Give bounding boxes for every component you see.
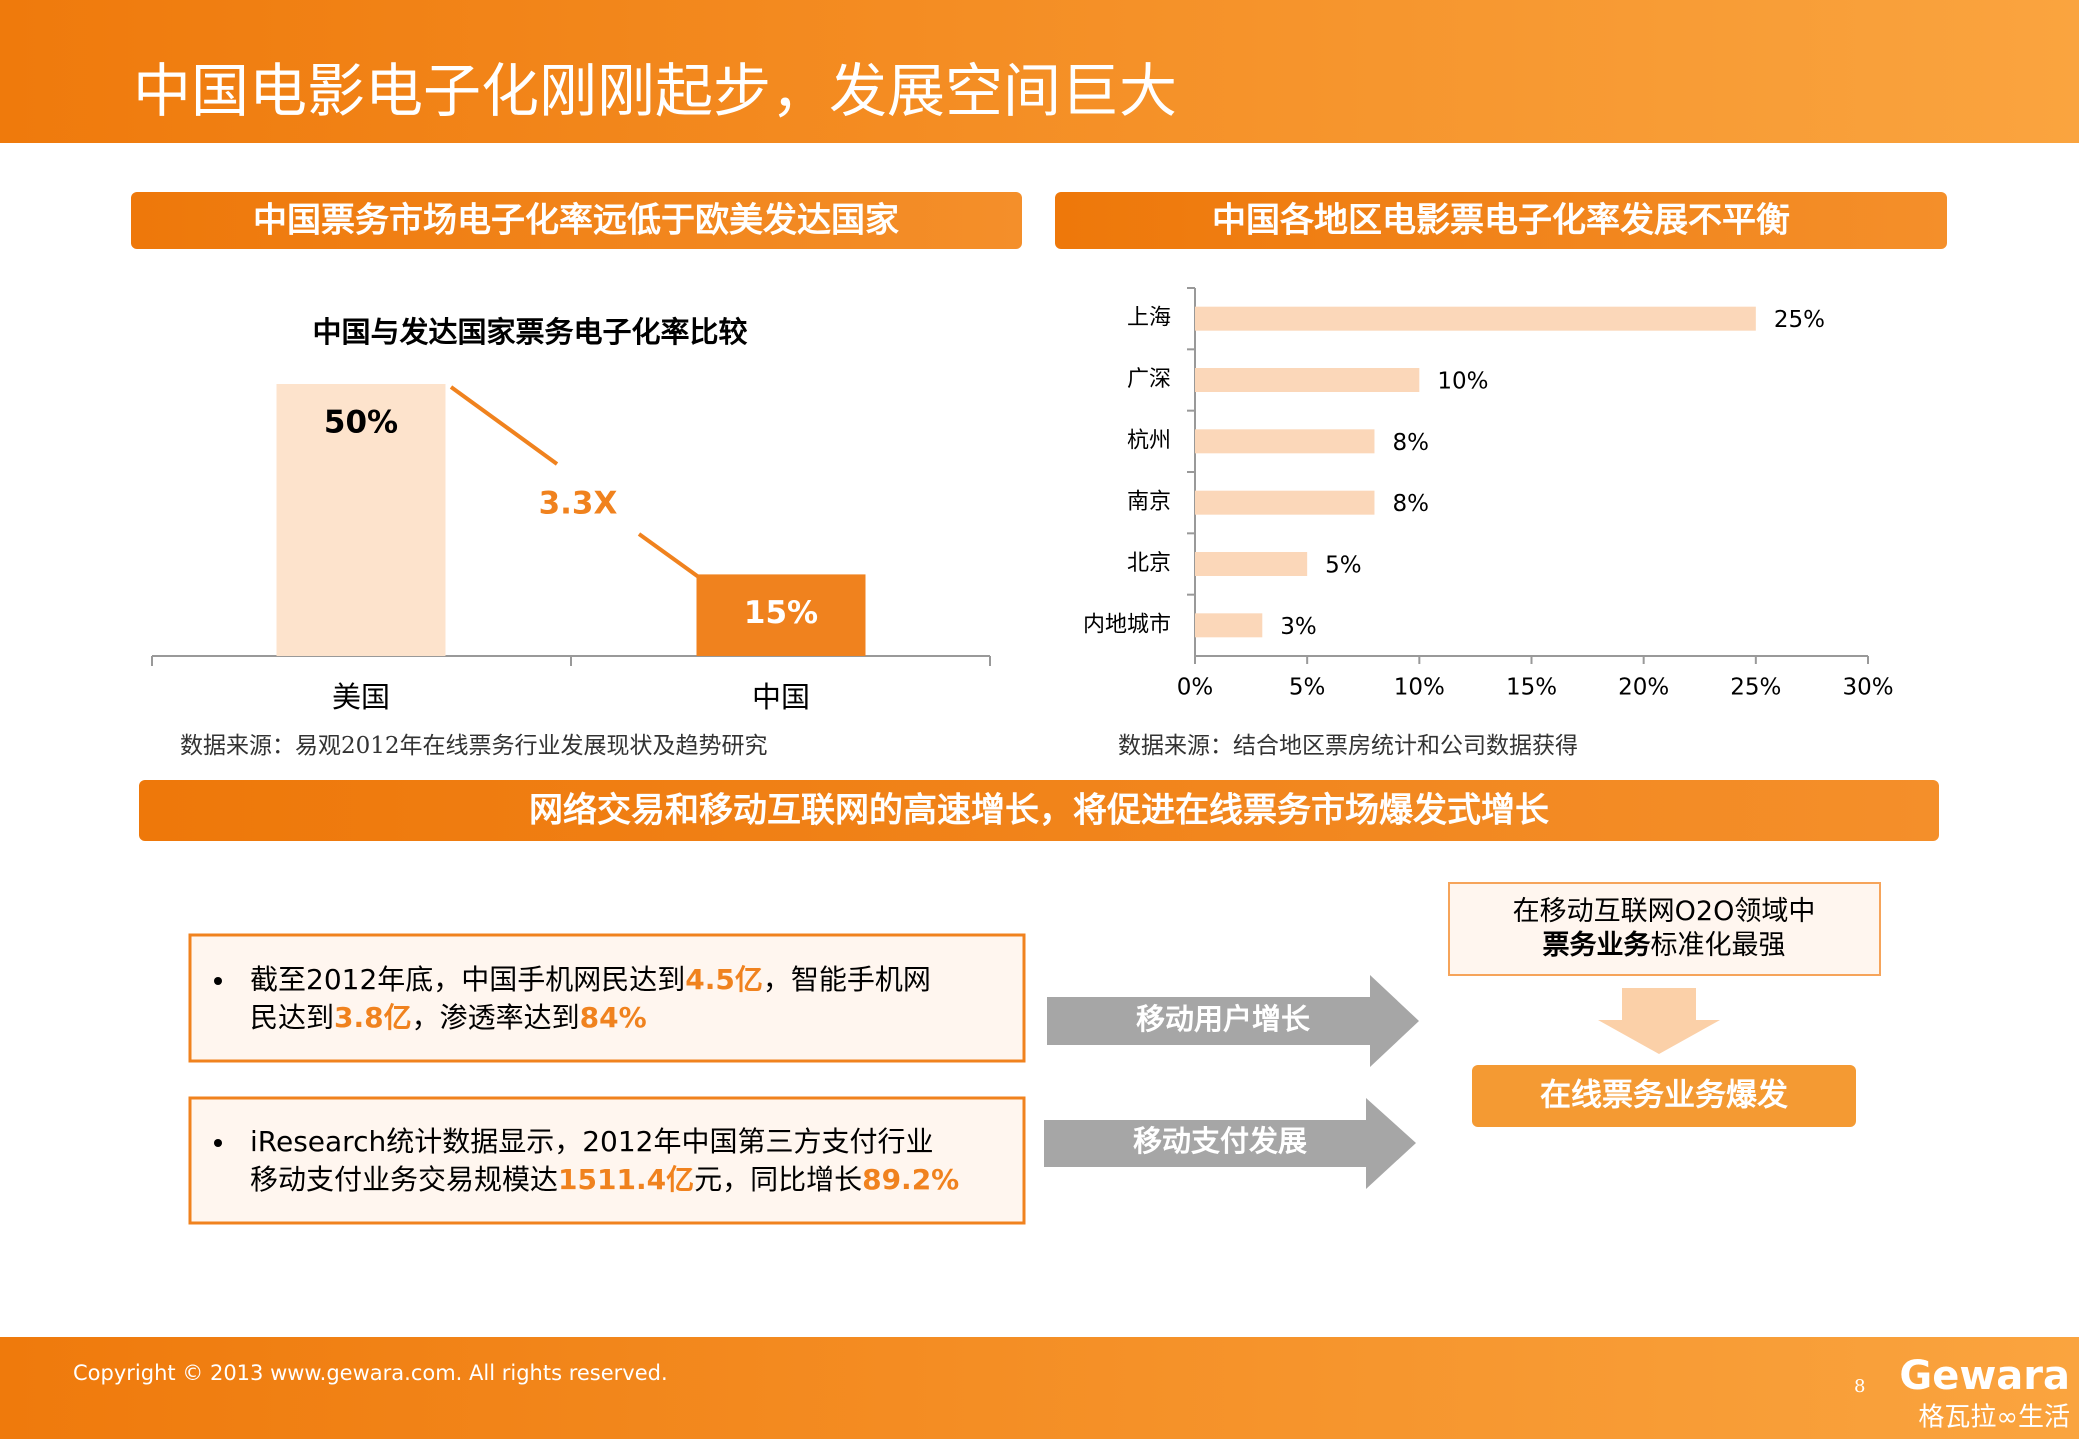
text-run: 移动支付业务交易规模达 [250,1163,558,1196]
x-tick-label: 15% [1506,675,1557,701]
text-run: 1511.4亿 [558,1163,694,1196]
bar [1195,552,1308,576]
result-box [1448,882,1881,976]
bullet-text: 移动支付业务交易规模达1511.4亿元，同比增长89.2% [250,1163,959,1196]
section-bar [1055,192,1947,249]
x-tick-label: 5% [1289,675,1326,701]
bullet-text: 截至2012年底，中国手机网民达到4.5亿，智能手机网 [250,963,931,996]
bar [1195,368,1420,392]
value-label: 8% [1392,491,1429,517]
x-tick-label: 0% [1177,675,1214,701]
outcome-box [1472,1065,1856,1127]
bullet-dot [214,977,222,985]
value-label: 8% [1392,430,1429,456]
x-tick-label: 美国 [332,680,390,714]
text-run: 84% [580,1001,647,1034]
text-run: 标准化最强 [1651,930,1786,961]
bullet-box [188,1096,1026,1225]
down-arrow [1598,988,1720,1054]
text-run: ，渗透率达到 [412,1001,580,1034]
bar [276,384,446,656]
bullet-text: 民达到3.8亿，渗透率达到84% [250,1001,647,1034]
page-number: 8 [1854,1376,1865,1397]
slide-title: 中国电影电子化刚刚起步，发展空间巨大 [133,57,1177,125]
x-tick-label: 30% [1842,675,1893,701]
value-label: 3% [1280,614,1317,640]
y-tick-label: 北京 [1127,551,1171,576]
bar [1195,613,1263,638]
result-text: 在移动互联网O2O领域中 [1513,896,1816,927]
copyright: Copyright © 2013 www.gewara.com. All rig… [73,1361,668,1385]
footer-bar [0,1337,2079,1439]
section-bar [139,780,1939,841]
annotation: 3.3X [539,486,618,522]
x-tick-label: 10% [1394,675,1445,701]
arrow-label: 移动用户增长 [1136,1002,1311,1036]
chart-title: 中国与发达国家票务电子化率比较 [312,315,747,349]
y-tick-label: 南京 [1127,490,1171,515]
section-title: 网络交易和移动互联网的高速增长，将促进在线票务市场爆发式增长 [529,791,1549,831]
result-text: 票务业务标准化最强 [1543,930,1786,961]
section-title: 中国票务市场电子化率远低于欧美发达国家 [253,201,899,241]
x-tick-label: 20% [1618,675,1669,701]
text-run: 票务业务 [1543,930,1651,961]
value-label: 25% [1774,307,1825,333]
source: 数据来源：易观2012年在线票务行业发展现状及趋势研究 [180,733,768,759]
y-tick-label: 杭州 [1127,428,1171,453]
value-label: 15% [744,595,818,631]
value-label: 10% [1437,369,1488,395]
text-run: iResearch统计数据显示，2012年中国第三方支付行业 [250,1125,933,1158]
source: 数据来源：结合地区票房统计和公司数据获得 [1118,733,1578,759]
section-bar [131,192,1022,249]
x-tick-label: 中国 [752,680,810,714]
connector [637,532,702,580]
bullet-text: iResearch统计数据显示，2012年中国第三方支付行业 [250,1125,933,1158]
bullet-box [188,933,1026,1063]
bar [696,574,866,656]
y-tick-label: 上海 [1127,306,1171,331]
arrow [1044,1098,1416,1189]
text-run: 在移动互联网O2O领域中 [1513,896,1816,927]
value-label: 50% [324,405,398,441]
bar [1195,429,1375,454]
connector [449,385,559,466]
outcome-text: 在线票务业务爆发 [1540,1078,1788,1114]
text-run: 元，同比增长 [694,1163,862,1196]
bullet-dot [214,1139,222,1147]
text-run: 截至2012年底，中国手机网民达到 [250,963,685,996]
arrow-label: 移动支付发展 [1133,1124,1307,1158]
logo-sub: 格瓦拉∞生活 [1918,1403,2070,1433]
text-run: 4.5亿 [685,963,763,996]
y-tick-label: 广深 [1127,367,1171,392]
arrow [1047,975,1419,1067]
value-label: 5% [1325,553,1362,579]
x-tick-label: 25% [1730,675,1781,701]
logo: Gewara [1899,1353,2070,1399]
bar [1195,306,1756,331]
bar [1195,490,1375,515]
text-run: 3.8亿 [334,1001,412,1034]
header-bar [0,0,2079,143]
y-tick-label: 内地城市 [1083,612,1171,637]
text-run: 民达到 [250,1001,334,1034]
text-run: ，智能手机网 [763,963,931,996]
section-title: 中国各地区电影票电子化率发展不平衡 [1212,201,1790,241]
text-run: 89.2% [862,1163,959,1196]
